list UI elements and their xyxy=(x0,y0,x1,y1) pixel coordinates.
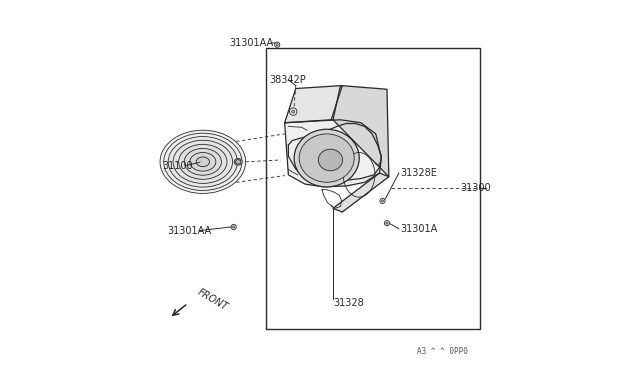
Circle shape xyxy=(275,42,280,47)
Ellipse shape xyxy=(168,137,237,187)
Text: FRONT: FRONT xyxy=(195,287,229,312)
Circle shape xyxy=(386,222,388,224)
Text: 31328E: 31328E xyxy=(400,168,437,178)
Circle shape xyxy=(233,226,235,228)
Circle shape xyxy=(292,110,294,113)
Ellipse shape xyxy=(164,133,242,190)
Circle shape xyxy=(385,221,390,226)
Polygon shape xyxy=(285,86,342,123)
Ellipse shape xyxy=(173,140,232,183)
Polygon shape xyxy=(289,124,381,180)
Ellipse shape xyxy=(299,134,354,182)
Text: A3 ^ ^ 0PP0: A3 ^ ^ 0PP0 xyxy=(417,347,468,356)
Ellipse shape xyxy=(294,129,359,187)
Text: 31301A: 31301A xyxy=(400,224,437,234)
Circle shape xyxy=(276,44,278,46)
Text: 31100: 31100 xyxy=(162,161,193,170)
Polygon shape xyxy=(333,173,389,212)
Ellipse shape xyxy=(234,158,243,165)
Text: 31301AA: 31301AA xyxy=(168,226,212,235)
Ellipse shape xyxy=(160,130,246,193)
Text: 38342P: 38342P xyxy=(270,75,307,85)
Polygon shape xyxy=(285,120,381,187)
Bar xyxy=(266,48,480,329)
Text: 31328: 31328 xyxy=(333,298,364,308)
Ellipse shape xyxy=(179,144,227,179)
Ellipse shape xyxy=(184,148,221,175)
Polygon shape xyxy=(333,86,389,177)
Text: 31301AA: 31301AA xyxy=(229,38,273,48)
Ellipse shape xyxy=(236,160,241,164)
Text: 31300: 31300 xyxy=(461,183,491,193)
Circle shape xyxy=(380,198,385,203)
Ellipse shape xyxy=(196,157,209,167)
Ellipse shape xyxy=(318,149,342,171)
Circle shape xyxy=(381,200,383,202)
Circle shape xyxy=(231,224,236,230)
Ellipse shape xyxy=(190,153,216,171)
Circle shape xyxy=(289,108,297,115)
